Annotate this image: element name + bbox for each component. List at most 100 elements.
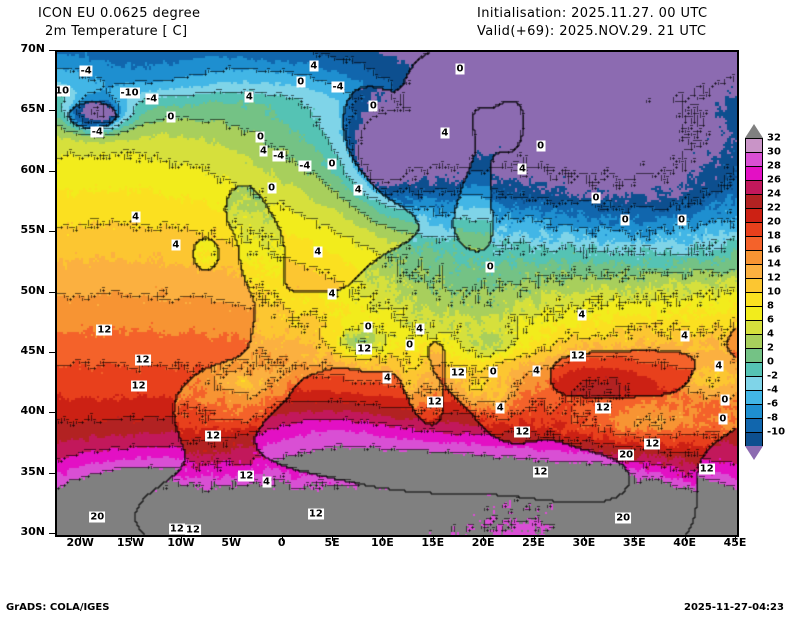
colorbar-swatch xyxy=(746,237,762,251)
contour-label: -10 xyxy=(57,85,71,97)
colorbar-swatch xyxy=(746,335,762,349)
colorbar-swatch xyxy=(746,223,762,237)
x-tick xyxy=(231,535,233,541)
x-tick xyxy=(432,535,434,541)
x-tick xyxy=(533,535,535,541)
contour-label: 0 xyxy=(720,394,730,406)
contour-label: 4 xyxy=(495,402,505,414)
contour-label: 4 xyxy=(327,288,337,299)
contour-label: 0 xyxy=(485,261,495,273)
contour-label: 12 xyxy=(205,430,222,442)
contour-label: 4 xyxy=(353,184,363,196)
y-tick-label: 40N xyxy=(20,404,45,418)
colorbar-swatch xyxy=(746,377,762,391)
contour-label: 0 xyxy=(368,100,378,112)
render-timestamp: 2025-11-27-04:23 xyxy=(684,602,784,613)
colorbar-swatch xyxy=(746,265,762,279)
colorbar-under-arrow xyxy=(745,446,763,460)
contour-label: 0 xyxy=(267,182,277,194)
contour-label: 0 xyxy=(536,140,546,152)
field-title: 2m Temperature [ C] xyxy=(45,24,188,39)
contour-label: 0 xyxy=(166,111,176,123)
colorbar-swatch xyxy=(746,279,762,293)
contour-label: 0 xyxy=(363,321,373,333)
x-tick-label: 0 xyxy=(277,536,286,549)
contour-label: 12 xyxy=(449,367,466,379)
x-tick-label: 5E xyxy=(324,536,340,549)
colorbar-label: -10 xyxy=(767,426,786,438)
y-tick xyxy=(49,291,55,293)
contour-label: 12 xyxy=(134,354,151,366)
contour-label: -4 xyxy=(331,81,345,93)
contour-label: -10 xyxy=(119,87,140,99)
y-tick-label: 35N xyxy=(20,464,45,478)
y-tick-label: 30N xyxy=(20,525,45,538)
contour-label: 4 xyxy=(262,476,272,488)
contour-label: 0 xyxy=(455,63,465,75)
colorbar-swatch xyxy=(746,153,762,167)
x-tick xyxy=(130,535,132,541)
x-tick xyxy=(332,535,334,541)
contour-label: 0 xyxy=(296,76,306,88)
colorbar-swatch xyxy=(746,321,762,335)
colorbar-label: -2 xyxy=(767,370,779,382)
colorbar-label: 2 xyxy=(767,342,774,354)
x-tick-label: 40E xyxy=(673,536,697,549)
initialisation-time: Initialisation: 2025.11.27. 00 UTC xyxy=(477,6,708,21)
colorbar-label: 20 xyxy=(767,216,781,228)
model-title: ICON EU 0.0625 degree xyxy=(38,6,201,21)
y-tick xyxy=(49,533,55,534)
x-tick xyxy=(382,535,384,541)
contour-label: 4 xyxy=(382,372,392,384)
contour-label: 0 xyxy=(591,192,601,204)
colorbar-swatch xyxy=(746,419,762,433)
colorbar-label: 18 xyxy=(767,230,781,242)
colorbar-swatch xyxy=(746,433,762,447)
x-tick-label: 15W xyxy=(116,536,145,549)
contour-label: 12 xyxy=(514,426,531,438)
x-tick-label: 10E xyxy=(370,536,394,549)
contour-label: 4 xyxy=(131,211,141,223)
x-tick xyxy=(180,535,182,541)
contour-label: -4 xyxy=(90,126,104,138)
y-tick xyxy=(49,170,55,172)
x-tick-label: 45E xyxy=(723,536,747,549)
colorbar-swatch xyxy=(746,167,762,181)
y-tick-label: 50N xyxy=(20,283,45,297)
contour-label: 12 xyxy=(130,380,147,392)
contour-label: 12 xyxy=(356,343,373,355)
contour-label: 4 xyxy=(680,330,690,342)
colorbar-label: 16 xyxy=(767,244,781,256)
colorbar-label: 30 xyxy=(767,146,781,158)
colorbar-label: 14 xyxy=(767,258,781,270)
contour-label: 4 xyxy=(532,365,541,377)
y-tick xyxy=(49,351,55,353)
contour-label: -4 xyxy=(272,150,286,162)
x-tick-label: 5W xyxy=(221,536,242,549)
x-tick xyxy=(634,535,636,541)
colorbar-label: 0 xyxy=(767,356,774,368)
contour-label: 20 xyxy=(618,449,635,461)
x-tick-label: 30E xyxy=(572,536,596,549)
contour-label: 12 xyxy=(698,463,715,475)
contour-label: 4 xyxy=(415,323,425,335)
contour-label: 0 xyxy=(256,131,265,143)
contour-label: 12 xyxy=(569,350,586,362)
colorbar-label: -4 xyxy=(767,384,779,396)
colorbar-over-arrow xyxy=(745,124,763,138)
contour-label: 12 xyxy=(426,396,443,408)
colorbar-label: 12 xyxy=(767,272,781,284)
contour-label: 12 xyxy=(532,466,549,478)
x-tick-label: 10W xyxy=(167,536,195,549)
colorbar-swatch xyxy=(746,293,762,307)
x-tick xyxy=(684,535,686,541)
contour-label: 4 xyxy=(259,145,268,157)
contour-label: 4 xyxy=(517,163,527,175)
colorbar-swatch xyxy=(746,307,762,321)
y-tick xyxy=(49,231,55,233)
contour-label: -4 xyxy=(79,65,93,77)
x-tick-label: 20W xyxy=(66,536,94,549)
contour-label: 4 xyxy=(171,239,181,251)
colorbar-swatch xyxy=(746,251,762,265)
temperature-heatmap-canvas xyxy=(57,52,737,535)
